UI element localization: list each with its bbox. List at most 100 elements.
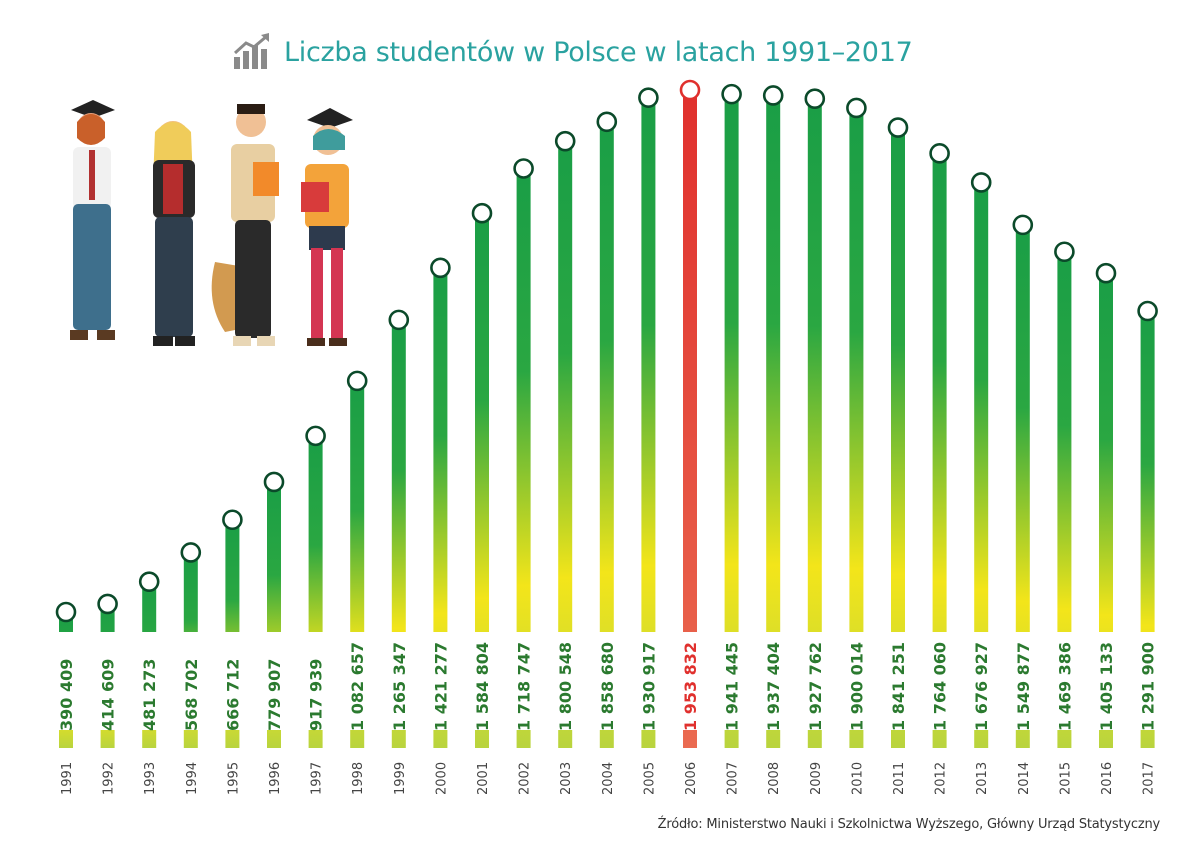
bar-2002 xyxy=(516,168,531,748)
year-label-2007: 2007 xyxy=(726,762,741,795)
year-label-2003: 2003 xyxy=(559,762,574,795)
year-label-2000: 2000 xyxy=(434,762,449,795)
bar-marker-1992 xyxy=(97,593,118,615)
value-label-2002: 1 718 747 xyxy=(515,642,534,731)
value-label-background xyxy=(929,632,950,730)
bar-2004 xyxy=(599,121,614,749)
value-label-background xyxy=(1096,632,1116,730)
bar-marker-2001 xyxy=(471,202,493,224)
bar-2003 xyxy=(558,141,573,748)
bar-marker-1994 xyxy=(180,542,202,563)
value-label-2016: 1 405 133 xyxy=(1097,642,1116,731)
value-label-1999: 1 265 347 xyxy=(390,642,409,731)
year-label-1999: 1999 xyxy=(393,762,408,795)
value-label-2007: 1 941 445 xyxy=(723,642,742,731)
value-label-2015: 1 469 386 xyxy=(1055,642,1074,731)
year-label-2013: 2013 xyxy=(975,762,990,795)
bar-2010 xyxy=(849,107,864,749)
year-label-2002: 2002 xyxy=(518,762,533,795)
year-label-1994: 1994 xyxy=(185,762,200,795)
value-label-1998: 1 082 657 xyxy=(348,642,367,731)
bar-marker-2009 xyxy=(804,88,826,110)
year-label-2011: 2011 xyxy=(892,762,907,795)
year-label-1992: 1992 xyxy=(102,762,117,795)
bar-marker-2003 xyxy=(554,130,576,152)
bar-2008 xyxy=(766,95,781,748)
bar-marker-1991 xyxy=(55,601,77,623)
bar-marker-2002 xyxy=(513,158,534,179)
student-figure xyxy=(301,108,353,346)
bar-2000 xyxy=(433,267,448,748)
bar-marker-2017 xyxy=(1137,300,1158,322)
year-label-2005: 2005 xyxy=(642,762,657,795)
value-label-background xyxy=(97,632,118,730)
value-label-background xyxy=(971,632,992,730)
value-label-background xyxy=(1054,632,1075,730)
value-label-2014: 1 549 877 xyxy=(1014,642,1033,731)
bar-marker-2000 xyxy=(430,257,451,279)
year-label-2014: 2014 xyxy=(1017,762,1032,795)
bar-marker-2012 xyxy=(929,143,950,164)
year-label-2008: 2008 xyxy=(767,762,782,795)
value-label-2012: 1 764 060 xyxy=(931,642,950,731)
bar-marker-1999 xyxy=(388,309,410,331)
bar-marker-2004 xyxy=(596,111,618,133)
bar-marker-2013 xyxy=(970,172,992,193)
bar-2011 xyxy=(891,127,905,748)
bar-marker-2011 xyxy=(887,117,909,138)
bar-2006 xyxy=(683,90,697,748)
value-label-background xyxy=(513,632,534,730)
value-label-background xyxy=(388,632,409,730)
bar-2001 xyxy=(475,213,489,748)
bar-marker-1998 xyxy=(346,370,368,392)
bar-2013 xyxy=(974,182,989,749)
bar-marker-1995 xyxy=(222,509,243,531)
year-label-1991: 1991 xyxy=(60,762,75,795)
bar-marker-2010 xyxy=(846,97,867,119)
year-label-2009: 2009 xyxy=(809,762,824,795)
value-label-2010: 1 900 014 xyxy=(847,642,866,731)
year-label-1993: 1993 xyxy=(143,762,158,795)
bar-marker-2014 xyxy=(1012,214,1034,236)
value-label-1994: 568 702 xyxy=(182,659,201,731)
value-label-2017: 1 291 900 xyxy=(1139,642,1158,731)
growth-chart-icon xyxy=(233,33,269,69)
value-label-background xyxy=(305,632,326,730)
value-label-1992: 414 609 xyxy=(99,659,118,731)
value-label-1993: 481 273 xyxy=(140,659,159,731)
value-label-background xyxy=(472,632,492,730)
students-illustration xyxy=(70,100,353,346)
bar-marker-2006 xyxy=(679,79,701,101)
value-label-2008: 1 937 404 xyxy=(764,642,783,731)
value-label-background xyxy=(139,632,160,730)
value-label-2005: 1 930 917 xyxy=(639,642,658,731)
value-label-2004: 1 858 680 xyxy=(598,642,617,731)
value-label-background xyxy=(430,632,451,730)
year-label-1998: 1998 xyxy=(351,762,366,795)
year-label-1996: 1996 xyxy=(268,762,283,795)
bar-marker-2016 xyxy=(1095,262,1117,284)
chart-title: Liczba studentów w Polsce w latach 1991–… xyxy=(284,36,913,68)
value-label-2011: 1 841 251 xyxy=(889,642,908,731)
bar-2014 xyxy=(1015,224,1030,749)
value-label-background xyxy=(888,632,908,730)
value-label-background xyxy=(1012,632,1033,730)
value-label-background xyxy=(180,632,201,730)
value-label-background xyxy=(680,632,700,730)
value-label-background xyxy=(638,632,659,730)
chart-title-group: Liczba studentów w Polsce w latach 1991–… xyxy=(232,30,913,74)
bar-marker-2008 xyxy=(762,85,784,106)
student-figure xyxy=(211,104,279,346)
value-label-1995: 666 712 xyxy=(223,659,242,731)
bar-2005 xyxy=(641,97,656,748)
value-label-background xyxy=(763,632,784,730)
bar-2016 xyxy=(1099,273,1113,748)
year-label-2010: 2010 xyxy=(850,762,865,795)
value-label-1991: 390 409 xyxy=(57,659,76,731)
value-label-2013: 1 676 927 xyxy=(972,642,991,731)
year-label-2015: 2015 xyxy=(1058,762,1073,795)
value-label-background xyxy=(56,632,76,730)
bar-marker-1993 xyxy=(138,571,160,592)
value-label-background xyxy=(721,632,742,730)
